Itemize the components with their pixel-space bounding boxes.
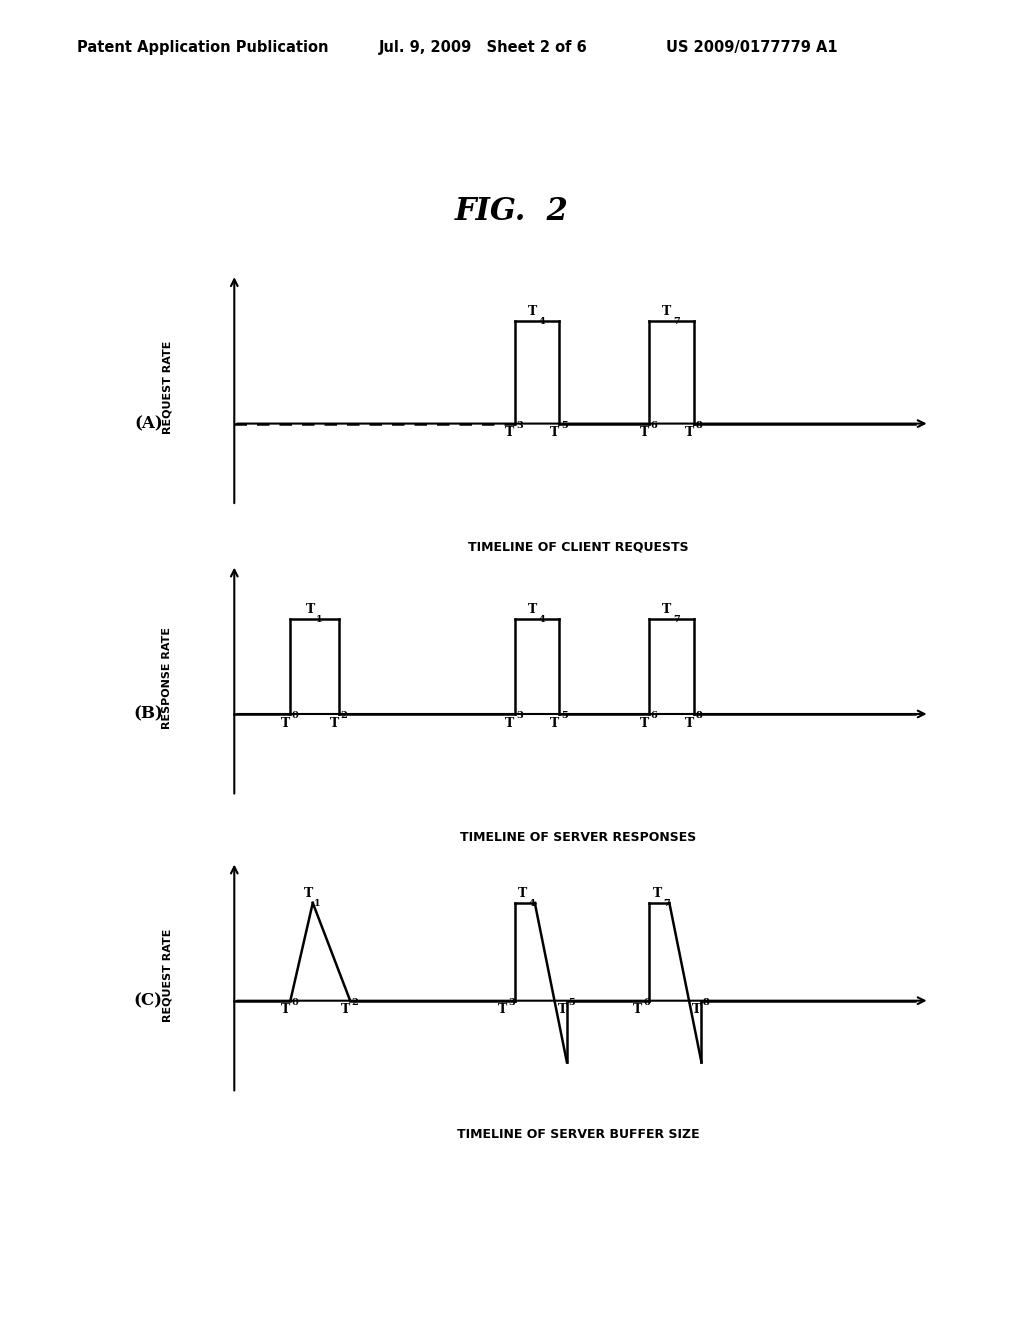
Text: 3: 3 [516,711,523,721]
Text: T: T [305,603,314,616]
Text: 2: 2 [351,998,358,1007]
Text: REQUEST RATE: REQUEST RATE [162,928,172,1022]
Text: Patent Application Publication: Patent Application Publication [77,40,329,54]
Text: 2: 2 [340,711,347,721]
Text: T: T [652,887,662,900]
Text: RESPONSE RATE: RESPONSE RATE [162,627,172,729]
Text: T: T [558,1003,567,1016]
Text: T: T [527,305,537,318]
Text: T: T [663,305,672,318]
Text: 7: 7 [664,899,670,908]
Text: 4: 4 [528,899,536,908]
Text: T: T [527,603,537,616]
Text: T: T [506,426,515,440]
Text: FIG.  2: FIG. 2 [455,195,569,227]
Text: T: T [692,1003,701,1016]
Text: 0: 0 [292,711,299,721]
Text: (B): (B) [133,705,163,722]
Text: T: T [506,717,515,730]
Text: 7: 7 [673,615,680,624]
Text: REQUEST RATE: REQUEST RATE [162,341,172,434]
Text: T: T [330,717,339,730]
Text: 8: 8 [695,711,702,721]
Text: T: T [498,1003,507,1016]
Text: 5: 5 [561,421,567,430]
Text: T: T [663,603,672,616]
Text: TIMELINE OF SERVER RESPONSES: TIMELINE OF SERVER RESPONSES [460,832,696,843]
Text: T: T [282,717,291,730]
Text: 5: 5 [561,711,567,721]
Text: 0: 0 [292,998,299,1007]
Text: T: T [341,1003,350,1016]
Text: T: T [282,1003,291,1016]
Text: 6: 6 [650,421,657,430]
Text: US 2009/0177779 A1: US 2009/0177779 A1 [666,40,838,54]
Text: T: T [640,717,649,730]
Text: 1: 1 [314,899,321,908]
Text: T: T [685,426,694,440]
Text: T: T [550,426,559,440]
Text: (A): (A) [134,414,163,432]
Text: T: T [685,717,694,730]
Text: T: T [303,887,312,900]
Text: 6: 6 [650,711,657,721]
Text: 7: 7 [673,317,680,326]
Text: Jul. 9, 2009   Sheet 2 of 6: Jul. 9, 2009 Sheet 2 of 6 [379,40,588,54]
Text: 8: 8 [703,998,710,1007]
Text: 8: 8 [695,421,702,430]
Text: (C): (C) [134,993,163,1010]
Text: 3: 3 [516,421,523,430]
Text: 4: 4 [539,317,546,326]
Text: 5: 5 [568,998,575,1007]
Text: 1: 1 [316,615,323,624]
Text: TIMELINE OF SERVER BUFFER SIZE: TIMELINE OF SERVER BUFFER SIZE [457,1129,699,1140]
Text: T: T [550,717,559,730]
Text: 6: 6 [643,998,650,1007]
Text: T: T [640,426,649,440]
Text: TIMELINE OF CLIENT REQUESTS: TIMELINE OF CLIENT REQUESTS [468,541,688,553]
Text: 4: 4 [539,615,546,624]
Text: T: T [518,887,527,900]
Text: 3: 3 [509,998,515,1007]
Text: T: T [633,1003,642,1016]
